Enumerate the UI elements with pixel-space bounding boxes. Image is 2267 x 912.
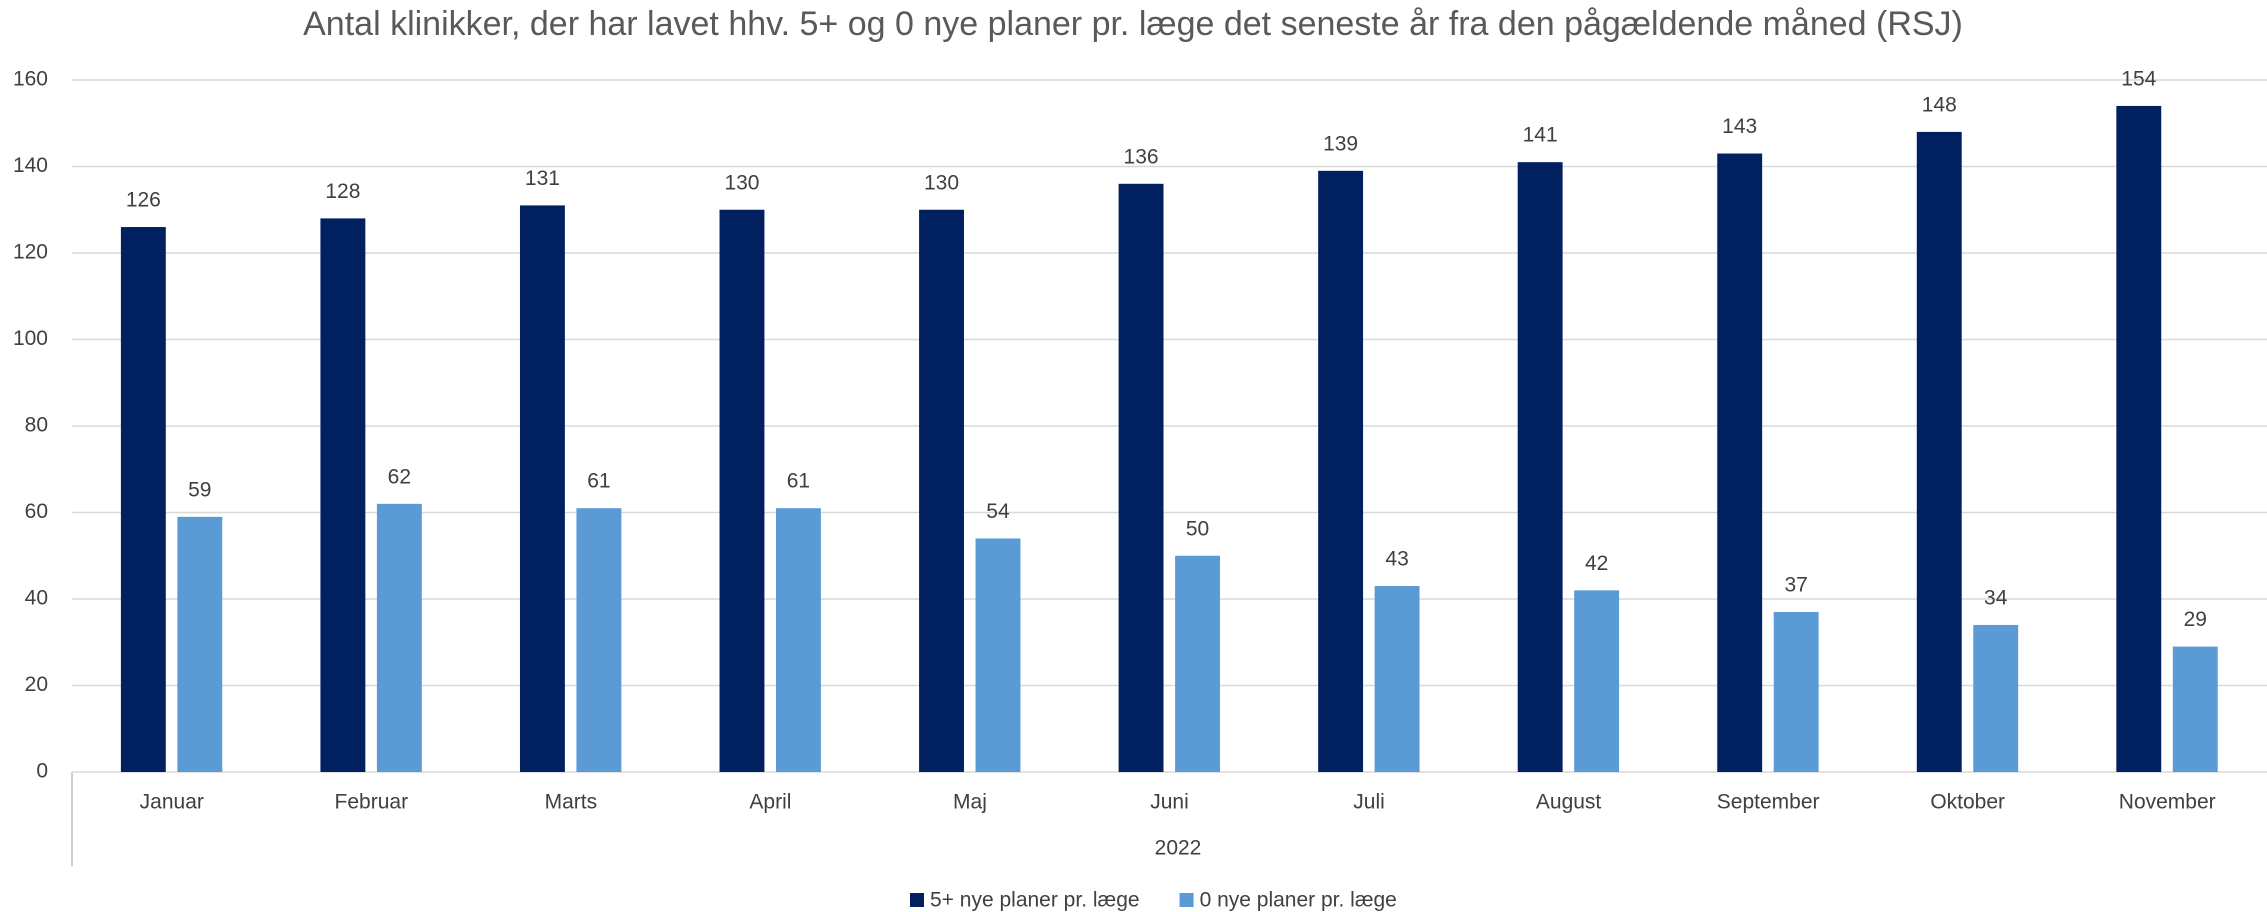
data-label: 130 (924, 171, 959, 194)
data-label: 54 (986, 500, 1010, 523)
data-label: 148 (1922, 93, 1957, 116)
category-group-label: 2022 (1155, 837, 1202, 860)
data-label: 143 (1722, 115, 1757, 138)
data-label: 43 (1385, 548, 1408, 571)
legend-label: 0 nye planer pr. læge (1200, 889, 1397, 912)
data-label: 59 (188, 478, 211, 501)
x-tick-label: Februar (335, 791, 409, 814)
y-tick-label: 80 (25, 414, 48, 437)
data-label: 61 (587, 470, 610, 493)
data-label: 130 (724, 171, 759, 194)
bar (1517, 162, 1563, 773)
data-label: 62 (388, 465, 411, 488)
bar (2172, 646, 2218, 772)
y-tick-label: 60 (25, 500, 48, 523)
x-tick-label: April (749, 791, 791, 814)
chart-title: Antal klinikker, der har lavet hhv. 5+ o… (303, 5, 1963, 43)
y-tick-label: 120 (13, 241, 48, 264)
y-tick-label: 100 (13, 327, 48, 350)
data-label: 136 (1124, 145, 1159, 168)
legend-swatch (1179, 893, 1194, 907)
x-tick-label: Januar (140, 791, 204, 814)
y-tick-label: 160 (13, 68, 48, 91)
x-tick-label: September (1717, 791, 1820, 814)
data-label: 154 (2121, 67, 2156, 90)
bar (1318, 170, 1364, 772)
bar (177, 516, 223, 772)
bar (1374, 586, 1420, 772)
x-tick-label: Maj (953, 791, 987, 814)
bar (1973, 624, 2019, 772)
legend-label: 5+ nye planer pr. læge (930, 889, 1140, 912)
bar (1574, 590, 1620, 772)
y-tick-label: 0 (36, 760, 48, 783)
data-label: 37 (1784, 574, 1807, 597)
x-tick-label: Juni (1150, 791, 1189, 814)
data-label: 126 (126, 189, 161, 212)
data-label: 50 (1186, 517, 1209, 540)
bar (320, 218, 366, 772)
data-label: 34 (1984, 586, 2008, 609)
bar (1175, 555, 1220, 772)
x-tick-label: Juli (1353, 791, 1385, 814)
bar (1773, 611, 1819, 772)
x-tick-label: November (2119, 791, 2216, 814)
data-label: 29 (2184, 608, 2207, 631)
bar (2116, 105, 2162, 772)
bar (376, 503, 422, 772)
bar (1717, 153, 1763, 772)
data-label: 42 (1585, 552, 1608, 575)
y-tick-label: 40 (25, 587, 48, 610)
bar (1916, 131, 1962, 772)
data-label: 61 (787, 470, 810, 493)
bar (719, 209, 765, 772)
data-label: 139 (1323, 132, 1358, 155)
bar (519, 205, 565, 773)
x-tick-label: Oktober (1930, 791, 2005, 814)
data-label: 131 (525, 167, 560, 190)
bar (775, 508, 821, 772)
data-label: 141 (1523, 124, 1558, 147)
y-tick-label: 140 (13, 154, 48, 177)
x-tick-label: Marts (545, 791, 598, 814)
data-label: 128 (325, 180, 360, 203)
legend-swatch (910, 893, 924, 907)
bar (919, 209, 964, 772)
x-tick-label: August (1536, 791, 1602, 814)
y-tick-label: 20 (25, 673, 48, 696)
bar (1118, 183, 1164, 773)
bar (120, 227, 166, 773)
bar (576, 508, 622, 772)
bar (975, 538, 1021, 772)
